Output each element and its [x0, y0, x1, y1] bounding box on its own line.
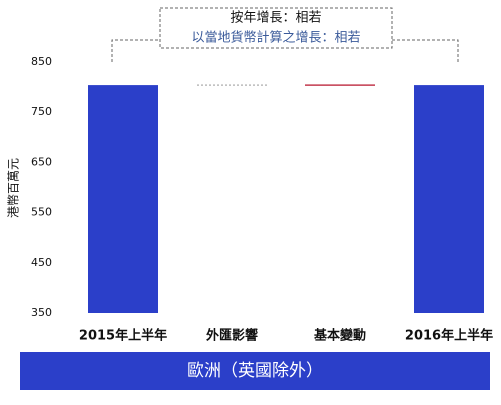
bar	[414, 85, 484, 313]
y-tick-label: 350	[31, 306, 52, 319]
annotation-bracket	[111, 7, 459, 62]
y-tick-label: 450	[31, 256, 52, 269]
x-tick-label: 基本變動	[313, 328, 366, 344]
y-tick-label: 650	[31, 155, 52, 168]
annotation-box	[159, 7, 393, 49]
annotation-line: 按年增長：相若	[230, 10, 321, 26]
y-tick-label: 550	[31, 206, 52, 219]
x-tick-label: 外匯影響	[205, 328, 258, 344]
y-tick-label: 750	[31, 105, 52, 118]
bar	[88, 85, 158, 313]
x-tick-label: 2015年上半年	[79, 328, 167, 344]
y-tick-label: 850	[31, 55, 52, 68]
bracket-left	[111, 39, 160, 62]
x-tick-label: 2016年上半年	[405, 328, 493, 344]
footer-banner	[20, 352, 490, 390]
annotation-line: 以當地貨幣計算之增長：相若	[191, 30, 360, 46]
y-axis-label: 港幣百萬元	[7, 158, 21, 218]
bracket-right	[392, 39, 459, 62]
footer-title: 歐洲（英國除外）	[187, 361, 323, 381]
